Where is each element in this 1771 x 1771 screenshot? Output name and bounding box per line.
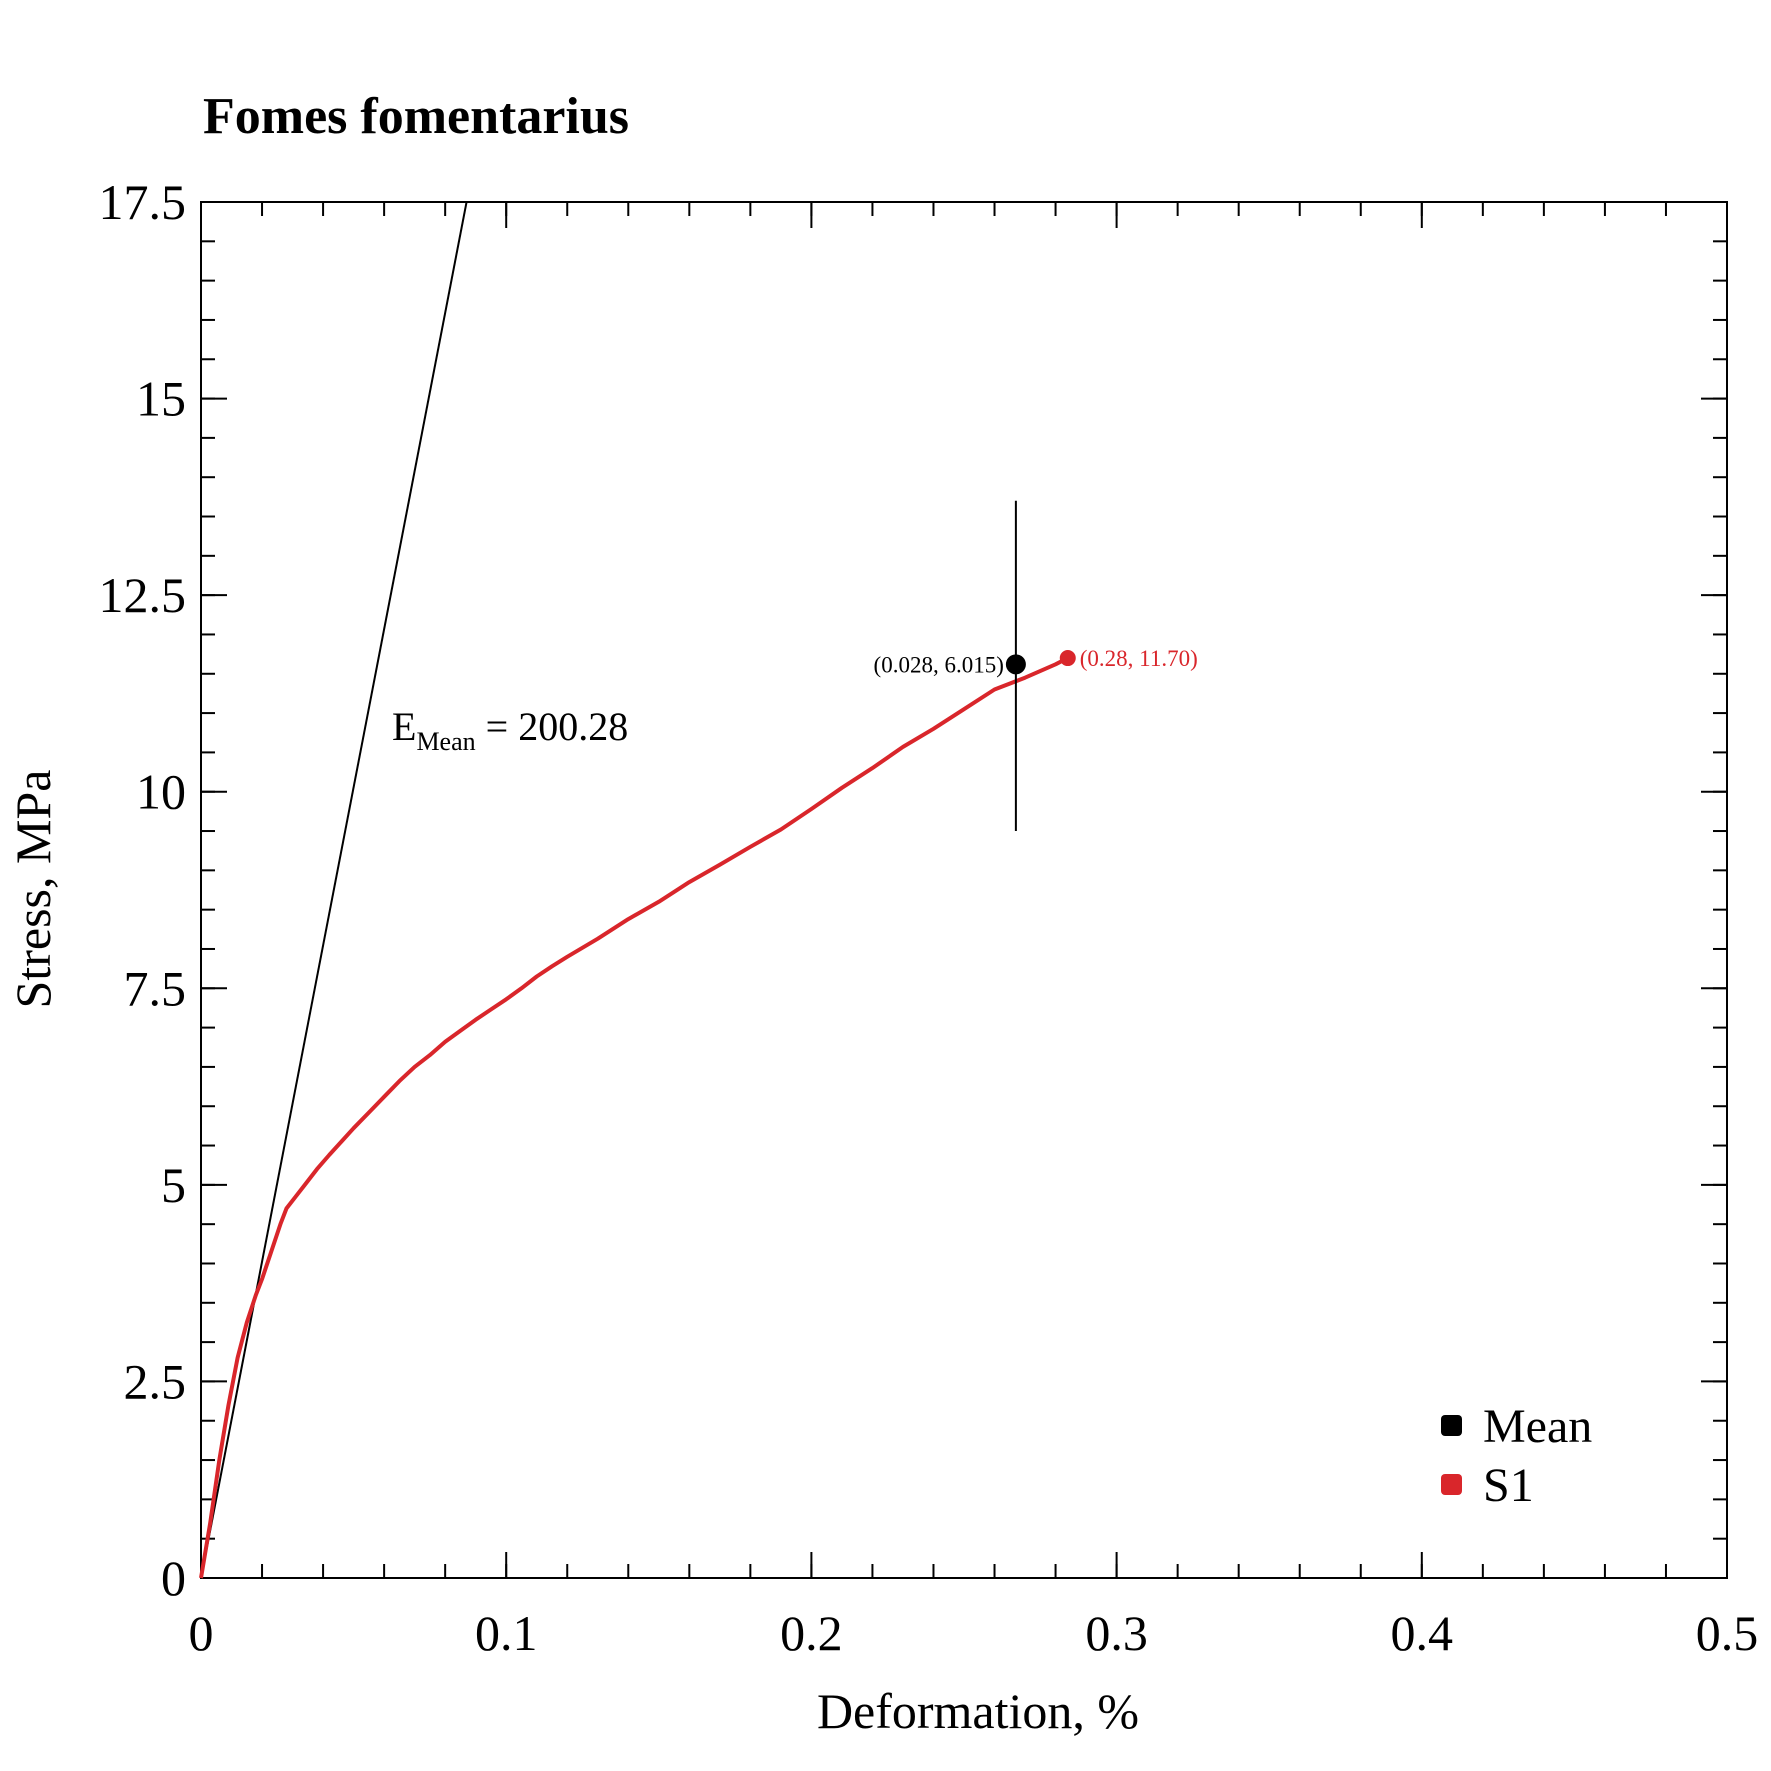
x-axis-ticks: 0 0.1 0.2 0.3 0.4 0.5 xyxy=(189,202,1759,1661)
legend-label-s1: S1 xyxy=(1483,1459,1534,1512)
point-annotation: (0.028, 6.015) xyxy=(874,652,1004,677)
x-tick-label: 0.4 xyxy=(1391,1605,1454,1661)
y-tick-label: 17.5 xyxy=(99,174,187,230)
y-tick-label: 0 xyxy=(161,1550,186,1606)
plot-frame xyxy=(200,201,1728,1579)
modulus-subscript: Mean xyxy=(416,727,475,756)
series-line-s1 xyxy=(199,656,1069,1579)
s1-endpoint-point xyxy=(1059,650,1076,667)
modulus-annotation: EMean = 200.28 xyxy=(392,704,628,756)
y-tick-label: 7.5 xyxy=(124,960,187,1016)
y-tick-label: 2.5 xyxy=(124,1353,187,1409)
mean-point xyxy=(1005,654,1026,675)
legend: Mean S1 xyxy=(1441,1400,1592,1512)
modulus-value: = 200.28 xyxy=(476,704,629,749)
x-axis-label: Deformation, % xyxy=(817,1683,1139,1739)
x-tick-label: 0.5 xyxy=(1696,1605,1759,1661)
y-axis-label: Stress, MPa xyxy=(5,770,61,1009)
series xyxy=(199,202,1076,1579)
y-tick-label: 5 xyxy=(161,1157,186,1213)
modulus-symbol: E xyxy=(392,704,416,749)
legend-marker-mean xyxy=(1441,1415,1462,1436)
x-tick-label: 0.1 xyxy=(475,1605,538,1661)
legend-marker-s1 xyxy=(1441,1474,1462,1495)
point-annotations: (0.028, 6.015) (0.28, 11.70) xyxy=(874,646,1198,677)
y-tick-label: 15 xyxy=(136,371,186,427)
axes xyxy=(200,201,1728,1579)
legend-label-mean: Mean xyxy=(1483,1400,1592,1453)
y-tick-label: 10 xyxy=(136,764,186,820)
y-tick-label: 12.5 xyxy=(99,567,187,623)
y-axis-ticks: 0 2.5 5 7.5 10 12.5 15 17.5 xyxy=(99,174,1727,1606)
point-annotation: (0.28, 11.70) xyxy=(1080,646,1198,671)
x-tick-label: 0.2 xyxy=(780,1605,843,1661)
x-tick-label: 0 xyxy=(189,1605,214,1661)
chart-title: Fomes fomentarius xyxy=(203,88,629,145)
x-tick-label: 0.3 xyxy=(1085,1605,1148,1661)
modulus-fit-line xyxy=(201,202,468,1578)
